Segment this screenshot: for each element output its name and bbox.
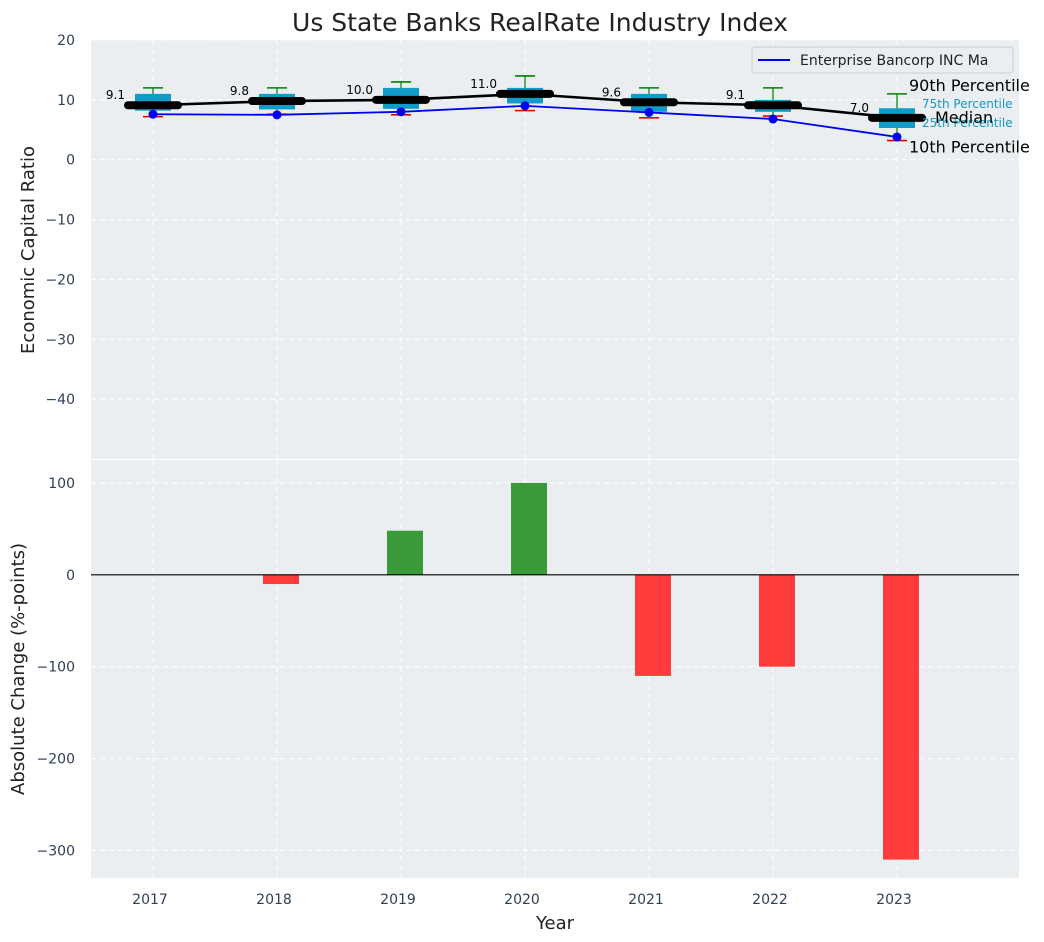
bottom-y-tick-labels: 100 0 −100 −200 −300 (37, 476, 75, 859)
top-y-tick-label: −40 (45, 392, 75, 408)
median-value-label: 9.8 (230, 84, 249, 98)
annotation-75th-percentile: 75th Percentile (922, 97, 1013, 111)
change-bar (263, 574, 299, 585)
top-y-tick-label: −30 (45, 332, 75, 348)
bottom-y-tick-label: −200 (37, 752, 75, 768)
x-tick-labels: 2017 2018 2019 2020 2021 2022 2023 (132, 892, 912, 908)
median-value-label: 9.6 (602, 85, 621, 99)
top-y-tick-label: −20 (45, 272, 75, 288)
top-y-tick-label: 0 (66, 153, 75, 169)
change-bars (263, 482, 919, 860)
top-y-tick-label: 10 (57, 93, 75, 109)
bottom-panel-background (91, 460, 1019, 878)
annotation-median: Median (935, 108, 993, 127)
top-panel-background (91, 40, 1019, 459)
x-tick-label: 2023 (876, 892, 912, 908)
median-trend-line (152, 92, 898, 120)
top-y-tick-labels: 20 10 0 −10 −20 −30 −40 (45, 33, 75, 408)
legend-frame (751, 46, 1014, 74)
median-value-label: 9.1 (726, 88, 745, 102)
median-value-label: 9.1 (106, 88, 125, 102)
series-point (892, 132, 902, 142)
chart-title: Us State Banks RealRate Industry Index (292, 8, 788, 37)
bottom-y-tick-label: −100 (37, 660, 75, 676)
change-bar (635, 574, 671, 676)
company-series-layer (148, 101, 902, 142)
change-bar (883, 574, 919, 860)
annotation-10th-percentile: 10th Percentile (909, 138, 1030, 157)
bottom-y-tick-label: −300 (37, 843, 75, 859)
top-y-tick-label: −10 (45, 213, 75, 229)
x-tick-label: 2018 (256, 892, 292, 908)
series-point (396, 107, 406, 117)
top-y-tick-label: 20 (57, 33, 75, 49)
annotation-25th-percentile: 25th Percentile (922, 116, 1013, 130)
change-bar (511, 482, 547, 575)
x-tick-label: 2021 (628, 892, 664, 908)
x-tick-label: 2022 (752, 892, 788, 908)
median-value-label: 11.0 (470, 77, 497, 91)
change-bar (759, 574, 795, 667)
series-point (148, 109, 158, 119)
legend: Enterprise Bancorp INC Ma (751, 46, 1014, 74)
series-point (768, 114, 778, 124)
series-point (272, 110, 282, 120)
median-trend-layer (152, 92, 898, 120)
bottom-y-tick-label: 100 (48, 476, 75, 492)
x-tick-label: 2017 (132, 892, 168, 908)
legend-label: Enterprise Bancorp INC Ma (800, 53, 988, 69)
bottom-y-axis-label: Absolute Change (%-points) (8, 543, 29, 795)
x-tick-label: 2019 (380, 892, 416, 908)
series-point (520, 101, 530, 111)
change-bar (387, 530, 423, 575)
median-value-label: 7.0 (850, 101, 869, 115)
x-tick-label: 2020 (504, 892, 540, 908)
top-y-axis-label: Economic Capital Ratio (18, 146, 39, 354)
top-gridlines (91, 39, 1019, 459)
median-value-label: 10.0 (346, 83, 373, 97)
annotation-90th-percentile: 90th Percentile (909, 76, 1030, 95)
bottom-y-tick-label: 0 (66, 568, 75, 584)
series-point (644, 107, 654, 117)
x-axis-label: Year (535, 913, 575, 934)
